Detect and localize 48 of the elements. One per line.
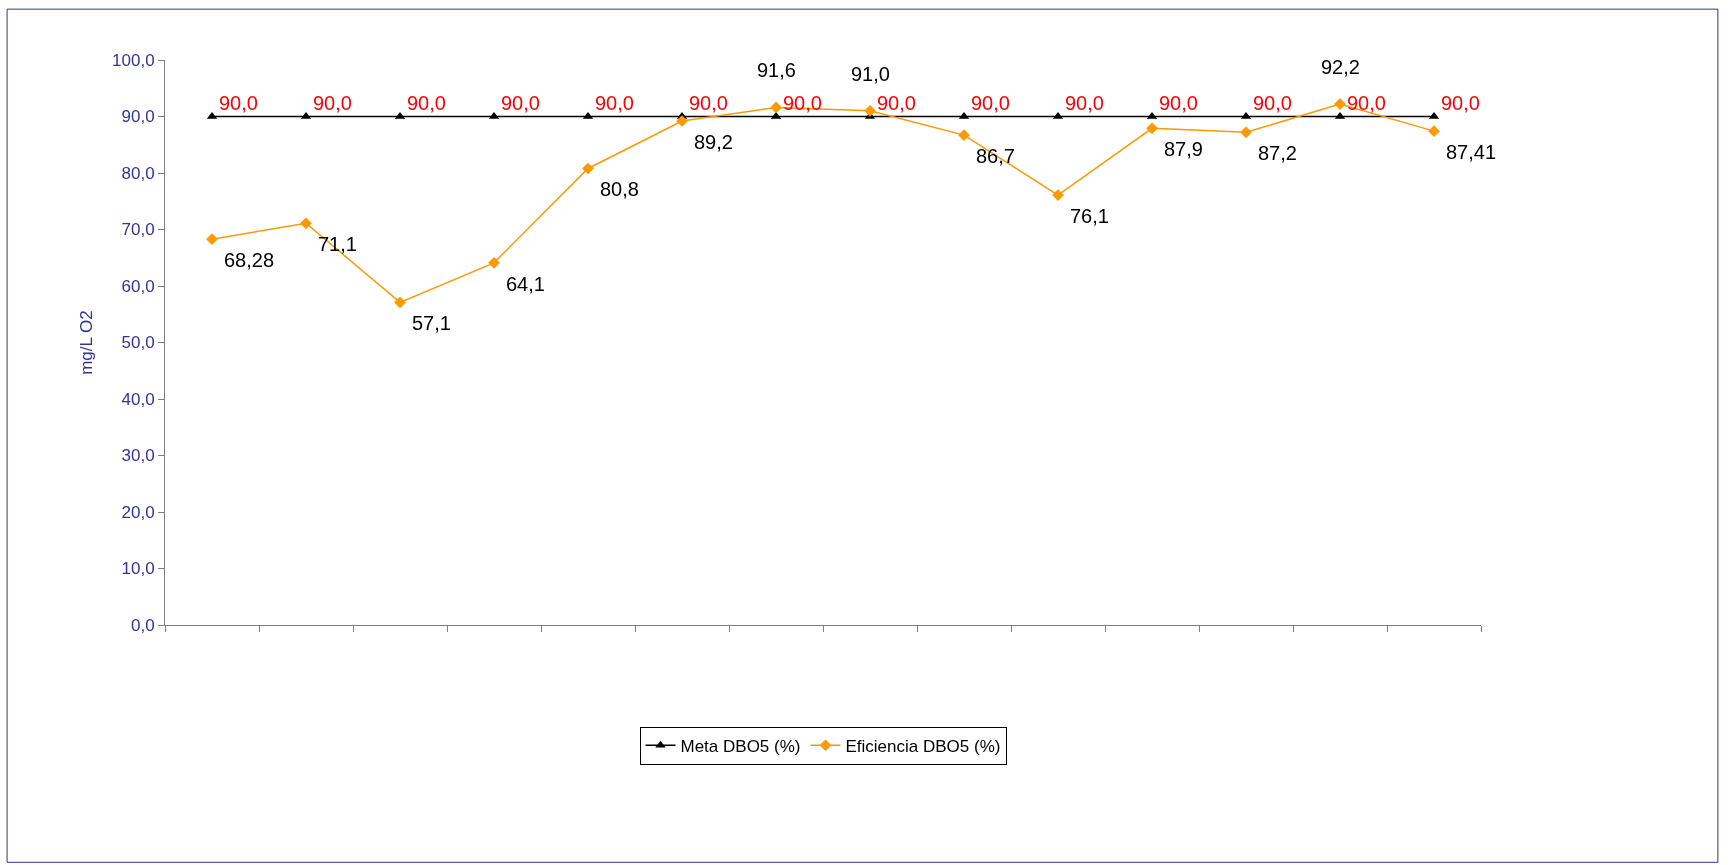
legend-label: Meta DBO5 (%) [680,736,801,756]
y-tick-label: 80,0 [121,163,155,183]
data-label: 92,2 [1321,56,1360,78]
data-label: 90,0 [501,92,540,114]
y-tick-label: 70,0 [121,220,155,240]
data-label: 87,2 [1258,142,1297,164]
y-tick-label: 10,0 [121,559,155,579]
data-label: 91,6 [757,59,796,81]
data-label: 90,0 [877,92,916,114]
y-tick-label: 90,0 [121,107,155,127]
y-tick-label: 100,0 [112,50,155,70]
point [1146,122,1158,135]
data-label: 90,0 [971,92,1010,114]
data-label: 90,0 [689,92,728,114]
data-label: 90,0 [595,92,634,114]
data-label: 80,8 [600,178,639,200]
data-label: 90,0 [219,92,258,114]
data-label: 90,0 [1347,92,1386,114]
data-label: 76,1 [1070,205,1109,227]
y-tick-label: 20,0 [121,502,155,522]
data-label: 90,0 [1159,92,1198,114]
data-label: 90,0 [1441,92,1480,114]
data-label: 89,2 [694,131,733,153]
y-tick-label: 60,0 [121,276,155,296]
data-label: 64,1 [506,273,545,295]
point [770,101,782,114]
y-tick-label: 50,0 [121,333,155,353]
point [394,296,406,309]
y-tick-label: 0,0 [130,615,155,635]
data-label: 90,0 [1253,92,1292,114]
data-label: 87,9 [1164,138,1203,160]
legend-label: Eficiencia DBO5 (%) [845,736,1001,756]
data-label: 87,41 [1446,141,1497,163]
point [1240,126,1252,139]
data-label: 57,1 [412,312,451,334]
point [582,162,594,175]
data-label: 90,0 [313,92,352,114]
data-label: 91,0 [851,63,890,85]
y-tick-label: 30,0 [121,446,155,466]
point [300,217,312,230]
data-label: 90,0 [407,92,446,114]
y-tick-label: 40,0 [121,389,155,409]
point [488,256,500,269]
data-label: 68,28 [224,249,275,271]
point [864,105,876,117]
data-label: 90,0 [1065,92,1104,114]
point [206,233,218,246]
y-axis-title: mg/L O2 [76,310,96,375]
